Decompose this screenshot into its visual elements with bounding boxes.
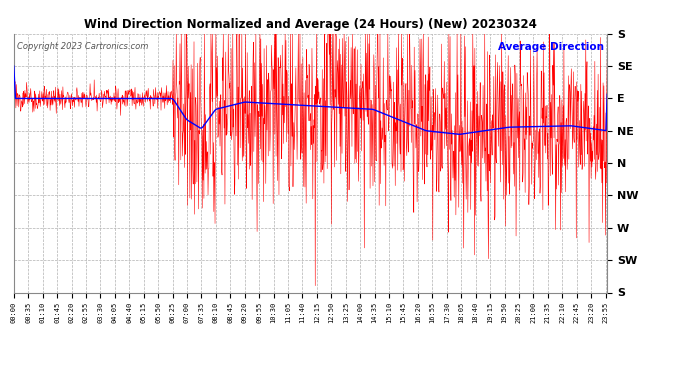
Title: Wind Direction Normalized and Average (24 Hours) (New) 20230324: Wind Direction Normalized and Average (2…	[84, 18, 537, 31]
Text: Copyright 2023 Cartronics.com: Copyright 2023 Cartronics.com	[17, 42, 148, 51]
Text: Average Direction: Average Direction	[498, 42, 604, 51]
